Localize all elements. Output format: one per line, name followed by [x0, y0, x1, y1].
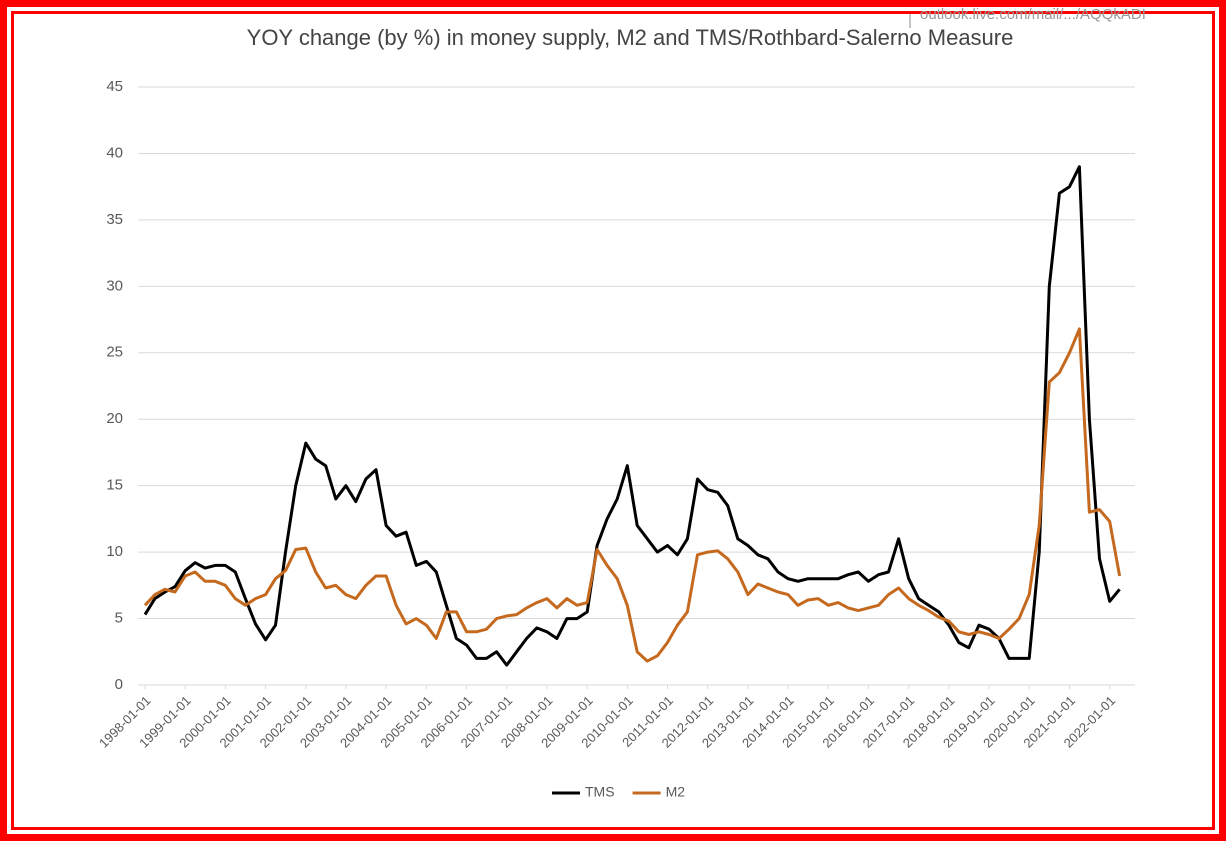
y-tick-label: 35 [106, 211, 123, 228]
y-tick-label: 40 [106, 144, 123, 161]
y-tick-label: 30 [106, 277, 123, 294]
y-tick-label: 45 [106, 78, 123, 95]
legend-label: TMS [585, 784, 615, 800]
y-tick-label: 10 [106, 543, 123, 560]
y-tick-label: 0 [115, 676, 123, 693]
y-tick-label: 5 [115, 610, 123, 627]
y-tick-label: 25 [106, 344, 123, 361]
y-tick-label: 20 [106, 410, 123, 427]
browser-url: outlook.live.com/mail/.../AQQkADI [920, 6, 1146, 23]
series-line [143, 327, 1122, 663]
y-tick-label: 15 [106, 477, 123, 494]
inner-frame [11, 11, 1215, 830]
series-line [143, 165, 1121, 667]
legend-label: M2 [666, 784, 686, 800]
chart-title: YOY change (by %) in money supply, M2 an… [247, 25, 1014, 50]
